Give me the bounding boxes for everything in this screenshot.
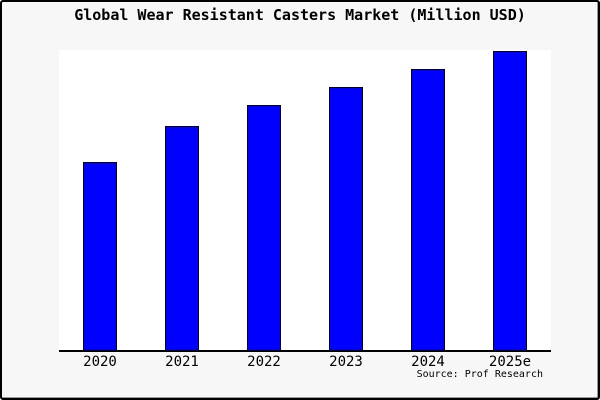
bar-2021 — [165, 126, 199, 350]
bar-slot-2022 — [223, 50, 305, 350]
x-tick-label-2021: 2021 — [165, 354, 199, 370]
bar-slot-2024 — [387, 50, 469, 350]
bars-row — [59, 50, 551, 350]
x-axis-line — [59, 350, 551, 352]
source-note: Source: Prof Research — [416, 369, 543, 380]
bar-2022 — [247, 105, 281, 350]
bar-2025e — [493, 51, 527, 350]
bar-slot-2023 — [305, 50, 387, 350]
bar-slot-2025e — [469, 50, 551, 350]
x-tick-label-2022: 2022 — [247, 354, 281, 370]
bar-2023 — [329, 87, 363, 350]
bar-2020 — [83, 162, 117, 350]
bar-2024 — [411, 69, 445, 350]
chart-title: Global Wear Resistant Casters Market (Mi… — [74, 6, 526, 24]
bar-slot-2020 — [59, 50, 141, 350]
x-tick-label-2025e: 2025e — [488, 354, 532, 370]
x-tick-label-2020: 2020 — [83, 354, 117, 370]
x-tick-label-2023: 2023 — [329, 354, 363, 370]
x-tick-label-2024: 2024 — [411, 354, 445, 370]
x-axis-labels-row: 2020 2021 2022 2023 2024 2025e — [59, 354, 551, 370]
plot-area — [59, 50, 551, 352]
bar-slot-2021 — [141, 50, 223, 350]
